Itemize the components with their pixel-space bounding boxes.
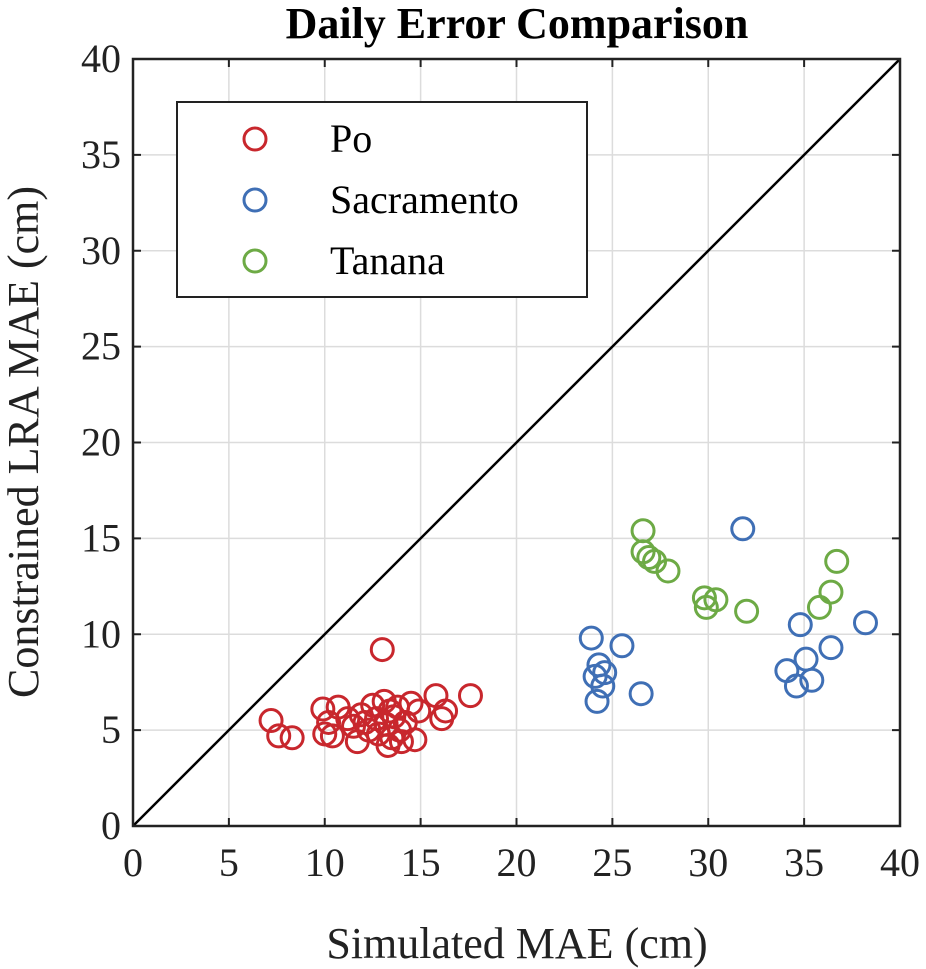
point-tanana — [736, 600, 758, 622]
legend-label-po: Po — [330, 116, 372, 161]
scatter-chart: Daily Error Comparison 0 5 10 15 20 25 30 35 40 … — [0, 0, 926, 969]
x-tick-label: 10 — [305, 840, 345, 885]
y-tick-label: 35 — [81, 132, 121, 177]
point-sacramento — [789, 614, 811, 636]
x-tick-label: 15 — [401, 840, 441, 885]
point-sacramento — [732, 518, 754, 540]
y-tick-label: 15 — [81, 515, 121, 560]
point-sacramento — [854, 612, 876, 634]
point-sacramento — [820, 637, 842, 659]
legend-label-tanana: Tanana — [330, 238, 445, 283]
point-tanana — [826, 550, 848, 572]
point-sacramento — [611, 635, 633, 657]
legend-label-sacramento: Sacramento — [330, 177, 519, 222]
point-sacramento — [795, 648, 817, 670]
y-tick-label: 40 — [81, 36, 121, 81]
y-tick-label: 30 — [81, 228, 121, 273]
y-axis-label: Constrained LRA MAE (cm) — [0, 186, 48, 698]
x-tick-label: 35 — [784, 840, 824, 885]
x-tick-label: 0 — [123, 840, 143, 885]
point-tanana — [820, 581, 842, 603]
chart-title: Daily Error Comparison — [286, 0, 749, 48]
y-tick-label: 5 — [101, 707, 121, 752]
point-po — [459, 685, 481, 707]
point-sacramento — [580, 627, 602, 649]
x-tick-label: 20 — [497, 840, 537, 885]
y-tick-label: 25 — [81, 324, 121, 369]
y-tick-label: 0 — [101, 803, 121, 848]
point-po — [371, 639, 393, 661]
series-tanana — [632, 520, 848, 623]
x-axis-label: Simulated MAE (cm) — [326, 919, 707, 968]
x-tick-label: 25 — [592, 840, 632, 885]
y-tick-label: 10 — [81, 611, 121, 656]
point-tanana — [808, 596, 830, 618]
y-tick-label: 20 — [81, 420, 121, 465]
legend: Po Sacramento Tanana — [177, 102, 587, 297]
x-tick-label: 5 — [219, 840, 239, 885]
series-sacramento — [580, 518, 876, 713]
point-sacramento — [630, 683, 652, 705]
data-points — [260, 518, 876, 757]
x-tick-label: 40 — [880, 840, 920, 885]
x-tick-label: 30 — [688, 840, 728, 885]
series-po — [260, 639, 481, 757]
